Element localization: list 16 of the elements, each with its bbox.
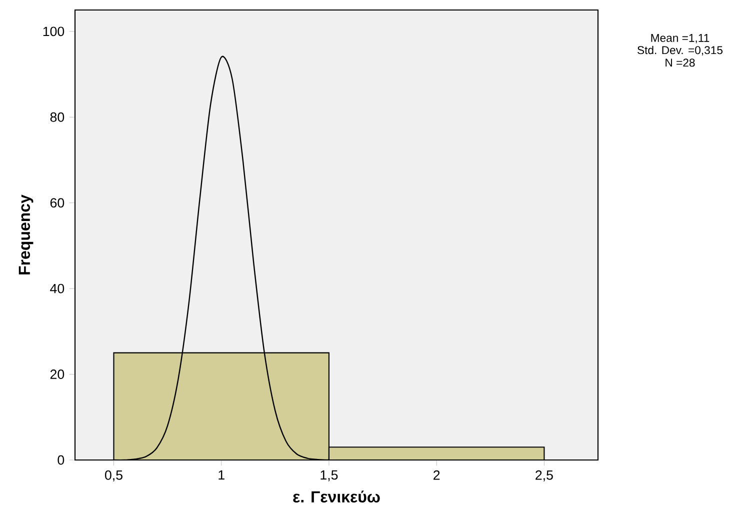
- text: Mean =1,11: [651, 34, 710, 44]
- x-tick-label: 0,5: [105, 470, 122, 482]
- y-tick-label: 20: [50, 370, 64, 379]
- x-tick-label: 1,5: [320, 470, 338, 482]
- x-tick-label: 2: [434, 470, 440, 480]
- y-tick-label: 60: [50, 198, 64, 208]
- text: Std. Dev. =0,315: [638, 46, 723, 56]
- x-tick-label: 2,5: [536, 470, 553, 482]
- y-tick-label: 0: [58, 455, 64, 465]
- y-axis-title: Frequency: [18, 194, 34, 274]
- y-tick-label: 40: [50, 284, 64, 294]
- text: N =28: [666, 58, 695, 67]
- y-tick-label: 100: [43, 26, 64, 36]
- x-tick-label: 1: [218, 470, 224, 480]
- x-axis-title: ε. Γενικεύω: [293, 490, 380, 502]
- y-tick-label: 80: [50, 112, 64, 122]
